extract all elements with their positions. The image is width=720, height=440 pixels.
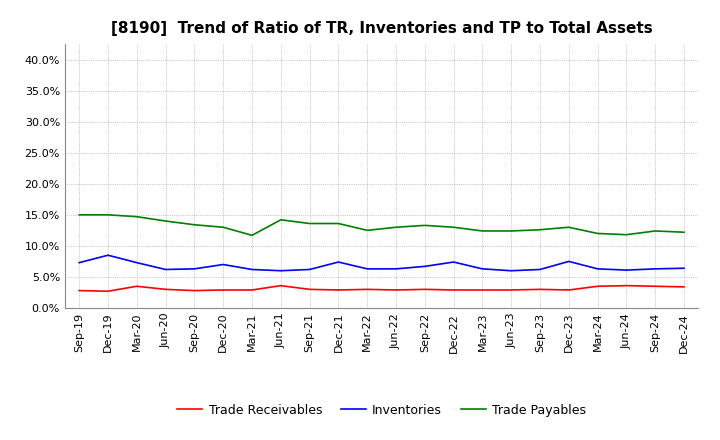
Inventories bbox=[478, 266, 487, 271]
Trade Payables bbox=[363, 228, 372, 233]
Trade Receivables bbox=[478, 287, 487, 293]
Inventories bbox=[75, 260, 84, 265]
Trade Receivables bbox=[507, 287, 516, 293]
Trade Payables bbox=[132, 214, 141, 219]
Trade Receivables bbox=[190, 288, 199, 293]
Trade Payables bbox=[219, 224, 228, 230]
Trade Payables bbox=[334, 221, 343, 226]
Trade Receivables bbox=[363, 287, 372, 292]
Trade Payables bbox=[161, 218, 170, 224]
Trade Payables bbox=[305, 221, 314, 226]
Trade Payables bbox=[507, 228, 516, 234]
Trade Receivables bbox=[248, 287, 256, 293]
Trade Payables bbox=[564, 224, 573, 230]
Trade Receivables bbox=[420, 287, 429, 292]
Line: Inventories: Inventories bbox=[79, 255, 684, 271]
Trade Receivables bbox=[334, 287, 343, 293]
Trade Payables bbox=[449, 224, 458, 230]
Trade Receivables bbox=[536, 287, 544, 292]
Trade Payables bbox=[680, 230, 688, 235]
Trade Payables bbox=[478, 228, 487, 234]
Inventories bbox=[248, 267, 256, 272]
Trade Receivables bbox=[622, 283, 631, 288]
Trade Payables bbox=[420, 223, 429, 228]
Trade Receivables bbox=[392, 287, 400, 293]
Trade Payables bbox=[190, 222, 199, 227]
Trade Receivables bbox=[449, 287, 458, 293]
Trade Payables bbox=[248, 233, 256, 238]
Inventories bbox=[622, 268, 631, 273]
Inventories bbox=[104, 253, 112, 258]
Trade Receivables bbox=[651, 284, 660, 289]
Inventories bbox=[190, 266, 199, 271]
Inventories bbox=[680, 266, 688, 271]
Trade Receivables bbox=[564, 287, 573, 293]
Legend: Trade Receivables, Inventories, Trade Payables: Trade Receivables, Inventories, Trade Pa… bbox=[172, 399, 591, 422]
Trade Receivables bbox=[75, 288, 84, 293]
Trade Receivables bbox=[305, 287, 314, 292]
Trade Payables bbox=[276, 217, 285, 223]
Trade Receivables bbox=[593, 284, 602, 289]
Trade Payables bbox=[593, 231, 602, 236]
Inventories bbox=[392, 266, 400, 271]
Inventories bbox=[363, 266, 372, 271]
Trade Payables bbox=[75, 212, 84, 217]
Inventories bbox=[449, 260, 458, 265]
Trade Receivables bbox=[680, 284, 688, 290]
Trade Payables bbox=[536, 227, 544, 232]
Trade Receivables bbox=[161, 287, 170, 292]
Inventories bbox=[420, 264, 429, 269]
Trade Receivables bbox=[104, 289, 112, 294]
Inventories bbox=[219, 262, 228, 267]
Inventories bbox=[305, 267, 314, 272]
Trade Payables bbox=[651, 228, 660, 234]
Inventories bbox=[334, 260, 343, 265]
Trade Receivables bbox=[276, 283, 285, 288]
Title: [8190]  Trend of Ratio of TR, Inventories and TP to Total Assets: [8190] Trend of Ratio of TR, Inventories… bbox=[111, 21, 652, 36]
Trade Payables bbox=[392, 224, 400, 230]
Inventories bbox=[132, 260, 141, 265]
Inventories bbox=[564, 259, 573, 264]
Inventories bbox=[536, 267, 544, 272]
Line: Trade Payables: Trade Payables bbox=[79, 215, 684, 235]
Trade Receivables bbox=[219, 287, 228, 293]
Inventories bbox=[651, 266, 660, 271]
Inventories bbox=[593, 266, 602, 271]
Trade Receivables bbox=[132, 284, 141, 289]
Inventories bbox=[276, 268, 285, 273]
Trade Payables bbox=[622, 232, 631, 237]
Inventories bbox=[161, 267, 170, 272]
Line: Trade Receivables: Trade Receivables bbox=[79, 286, 684, 291]
Trade Payables bbox=[104, 212, 112, 217]
Inventories bbox=[507, 268, 516, 273]
